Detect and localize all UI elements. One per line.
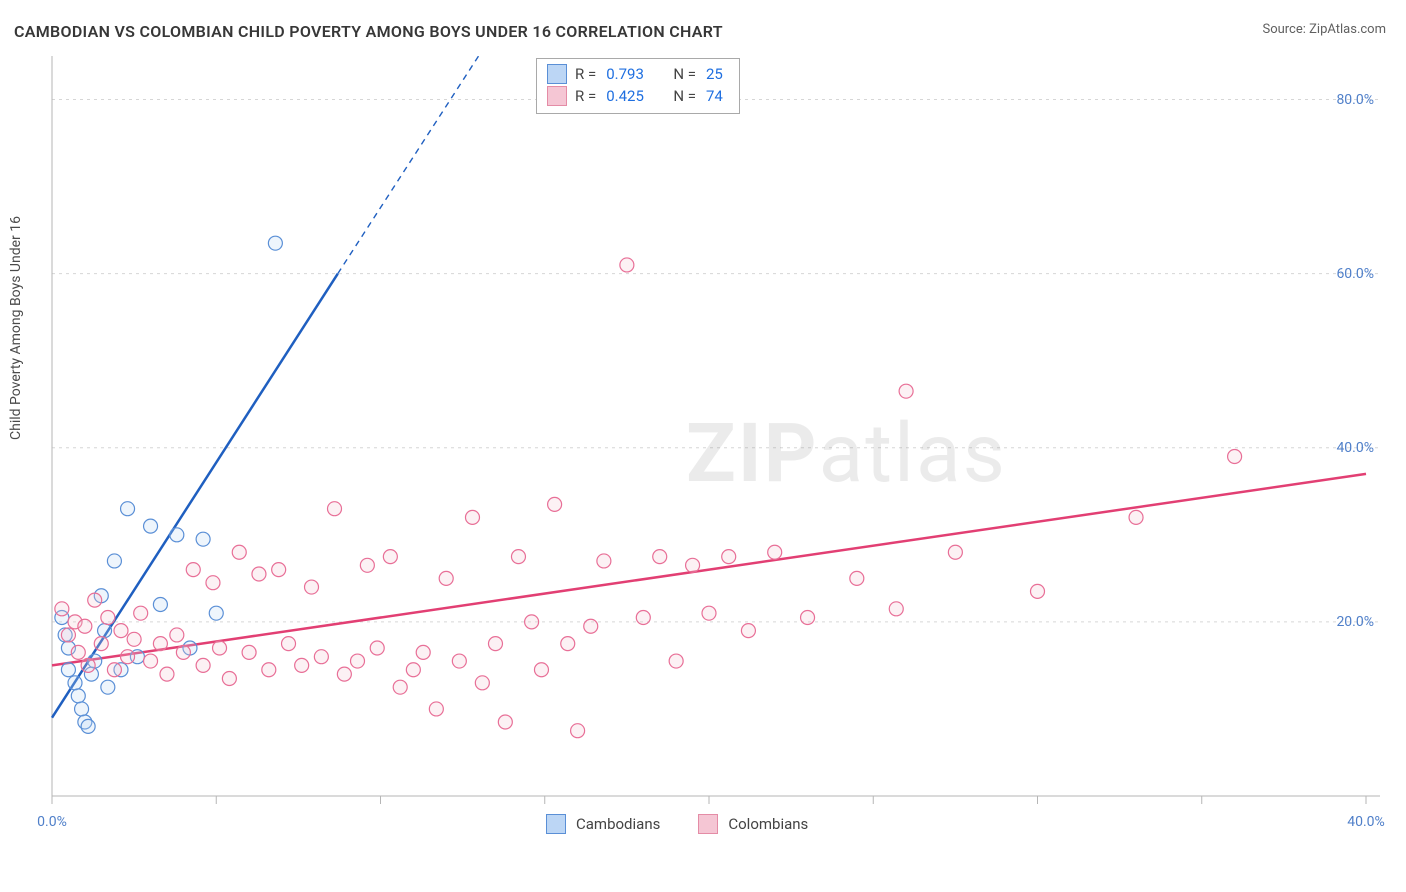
y-axis-label: Child Poverty Among Boys Under 16 — [8, 216, 24, 440]
legend-n-label: N = — [673, 65, 696, 83]
source-attribution: Source: ZipAtlas.com — [1262, 22, 1386, 37]
legend-correlation-box: R = 0.793 N = 25 R = 0.425 N = 74 — [536, 58, 740, 114]
legend-swatch — [547, 64, 567, 84]
x-tick-label: 40.0% — [1347, 814, 1385, 830]
source-link[interactable]: ZipAtlas.com — [1309, 22, 1386, 37]
y-tick-label: 60.0% — [1336, 266, 1374, 282]
legend-correlation-row: R = 0.793 N = 25 — [547, 63, 729, 85]
legend-series: Cambodians Colombians — [546, 814, 836, 834]
legend-n-label: N = — [673, 87, 696, 105]
legend-swatch — [547, 86, 567, 106]
chart-svg — [46, 56, 1386, 836]
legend-r-label: R = — [575, 87, 596, 105]
legend-r-label: R = — [575, 65, 596, 83]
legend-swatch — [698, 814, 718, 834]
legend-n-value: 25 — [706, 65, 723, 83]
chart-title: CAMBODIAN VS COLOMBIAN CHILD POVERTY AMO… — [14, 22, 723, 41]
y-tick-label: 20.0% — [1336, 614, 1374, 630]
legend-swatch — [546, 814, 566, 834]
x-tick-label: 0.0% — [37, 814, 67, 830]
source-label: Source: — [1262, 22, 1309, 37]
chart-plot-area: ZIPatlas R =0.793 N =25R =0.425 N =74 Ca… — [46, 56, 1386, 836]
y-tick-label: 80.0% — [1336, 92, 1374, 108]
legend-n-value: 74 — [706, 87, 723, 105]
legend-r-value: 0.425 — [606, 87, 644, 105]
legend-series-label: Cambodians — [576, 815, 660, 833]
legend-series-label: Colombians — [728, 815, 808, 833]
legend-r-value: 0.793 — [606, 65, 644, 83]
legend-correlation-row: R = 0.425 N = 74 — [547, 85, 729, 107]
y-tick-label: 40.0% — [1336, 440, 1374, 456]
